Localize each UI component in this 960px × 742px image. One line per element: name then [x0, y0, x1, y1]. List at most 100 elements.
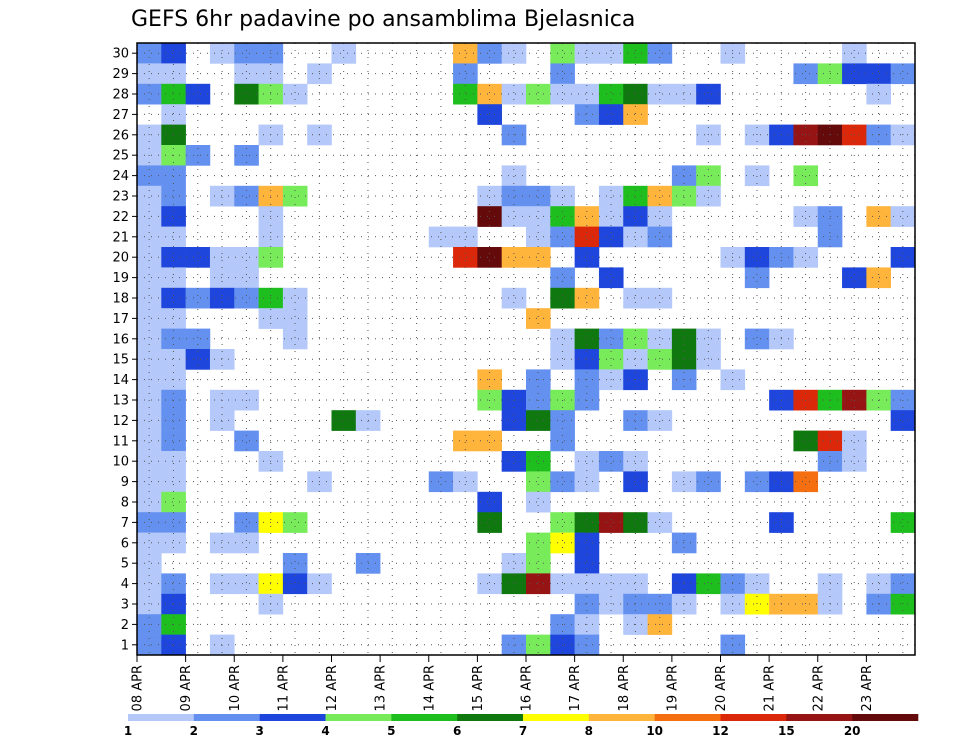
heatmap-cell-m21-s17 — [550, 226, 575, 248]
y-tick-label: 23 — [112, 190, 129, 205]
heatmap-cell-m5-s16 — [526, 553, 551, 574]
heatmap-cell-m6-s3 — [209, 532, 235, 554]
heatmap-cell-m19-s30 — [866, 267, 891, 289]
y-tick-label: 18 — [112, 292, 129, 307]
heatmap-cell-m16-s20 — [623, 328, 648, 350]
heatmap-cell-m4-s20 — [623, 573, 648, 595]
heatmap-cell-m11-s1 — [161, 430, 186, 452]
heatmap-cell-m19-s4 — [234, 267, 259, 289]
heatmap-cell-m7-s4 — [234, 512, 259, 533]
heatmap-cell-m3-s25 — [744, 593, 770, 615]
colorbar-segment — [852, 714, 919, 721]
colorbar-label: 3 — [255, 724, 263, 738]
heatmap-cell-m22-s0 — [137, 206, 162, 227]
y-tick-label: 1 — [121, 638, 129, 653]
heatmap-cell-m28-s16 — [526, 83, 551, 105]
heatmap-cell-m20-s25 — [744, 247, 770, 268]
heatmap-cell-m12-s31 — [890, 410, 916, 431]
x-axis: 08 APR 09 APR 10 APR 11 APR 12 APR 13 APR 14 A… — [131, 655, 875, 711]
colorbar-segment — [654, 714, 721, 721]
x-tick-label: 14 APR — [422, 665, 437, 711]
heatmap-cell-m17-s0 — [137, 308, 162, 329]
heatmap-cell-m30-s1 — [161, 43, 186, 64]
y-tick-label: 22 — [112, 210, 129, 225]
y-tick-label: 28 — [112, 88, 129, 103]
x-tick-label: 08 APR — [131, 665, 146, 711]
y-tick-label: 26 — [112, 128, 129, 143]
colorbar-segment — [588, 714, 655, 721]
heatmap-cell-m15-s22 — [671, 349, 697, 370]
x-tick-label: 21 APR — [763, 665, 778, 711]
heatmap-cell-m22-s21 — [647, 206, 673, 227]
heatmap-cell-m27-s18 — [574, 104, 600, 125]
heatmap-cell-m16-s21 — [647, 328, 673, 350]
heatmap-cell-m22-s15 — [501, 206, 527, 227]
heatmap-cell-m11-s0 — [137, 430, 162, 452]
heatmap-cell-m16-s2 — [185, 328, 211, 350]
heatmap-cell-m9-s17 — [550, 471, 575, 493]
x-tick-label: 13 APR — [374, 665, 389, 711]
heatmap-cell-m28-s20 — [623, 83, 648, 105]
heatmap-cell-m22-s30 — [866, 206, 891, 227]
heatmap-cell-m15-s3 — [209, 349, 235, 370]
y-tick-label: 25 — [112, 149, 129, 164]
heatmap-cell-m20-s0 — [137, 247, 162, 268]
heatmap-cell-m4-s16 — [526, 573, 551, 595]
heatmap-cell-m23-s16 — [526, 185, 551, 207]
heatmap-cell-m18-s21 — [647, 287, 673, 309]
heatmap-cell-m23-s4 — [234, 185, 259, 207]
heatmap-cell-m28-s21 — [647, 83, 673, 105]
heatmap-cell-m18-s17 — [550, 287, 575, 309]
colorbar-segment — [128, 714, 195, 721]
heatmap-cell-m11-s13 — [453, 430, 478, 452]
heatmap-cell-m10-s20 — [623, 451, 648, 472]
heatmap-cell-m22-s27 — [793, 206, 819, 227]
heatmap-cell-m11-s27 — [793, 430, 819, 452]
heatmap-cell-m27-s19 — [598, 104, 624, 125]
heatmap-cell-m15-s2 — [185, 349, 211, 370]
heatmap-cell-m23-s17 — [550, 185, 575, 207]
heatmap-cell-m12-s0 — [137, 410, 162, 431]
heatmap-cell-m8-s0 — [137, 491, 162, 513]
x-tick-label: 15 APR — [471, 665, 486, 711]
heatmap-cell-m11-s4 — [234, 430, 259, 452]
colorbar-segment — [391, 714, 458, 721]
heatmap-cell-m18-s6 — [282, 287, 308, 309]
heatmap-cell-m28-s30 — [866, 83, 891, 105]
heatmap-cell-m3-s21 — [647, 593, 673, 615]
heatmap-cell-m9-s27 — [793, 471, 819, 493]
heatmap-cell-m23-s1 — [161, 185, 186, 207]
heatmap-cell-m30-s0 — [137, 43, 162, 64]
heatmap-cell-m10-s15 — [501, 451, 527, 472]
heatmap-cell-m9-s23 — [696, 471, 721, 493]
heatmap-cell-m21-s21 — [647, 226, 673, 248]
heatmap-cell-m30-s29 — [842, 43, 867, 64]
heatmap-cell-m1-s18 — [574, 634, 600, 656]
heatmap-cell-m29-s27 — [793, 63, 819, 85]
heatmap-cell-m4-s0 — [137, 573, 162, 595]
heatmap-cell-m8-s16 — [526, 491, 551, 513]
heatmap-cell-m1-s17 — [550, 634, 575, 656]
heatmap-cell-m23-s0 — [137, 185, 162, 207]
heatmap-cell-m24-s25 — [744, 165, 770, 187]
heatmap-cell-m5-s6 — [282, 553, 308, 574]
heatmap-cell-m16-s17 — [550, 328, 575, 350]
heatmap-cell-m6-s0 — [137, 532, 162, 554]
heatmap-cell-m22-s18 — [574, 206, 600, 227]
heatmap-cell-m4-s3 — [209, 573, 235, 595]
heatmap-cell-m30-s14 — [477, 43, 502, 64]
heatmap-cell-m19-s19 — [598, 267, 624, 289]
heatmap-cell-m16-s19 — [598, 328, 624, 350]
heatmap-cell-m20-s14 — [477, 247, 502, 268]
heatmap-cell-m7-s21 — [647, 512, 673, 533]
x-tick-label: 19 APR — [665, 665, 680, 711]
heatmap-cell-m3-s18 — [574, 593, 600, 615]
x-tick-label: 17 APR — [568, 665, 583, 711]
heatmap-cell-m22-s31 — [890, 206, 916, 227]
heatmap-cell-m18-s15 — [501, 287, 527, 309]
heatmap-cell-m22-s1 — [161, 206, 186, 227]
heatmap-cell-m24-s0 — [137, 165, 162, 187]
heatmap-cell-m20-s18 — [574, 247, 600, 268]
heatmap-cell-m29-s29 — [842, 63, 867, 85]
heatmap-cell-m19-s3 — [209, 267, 235, 289]
